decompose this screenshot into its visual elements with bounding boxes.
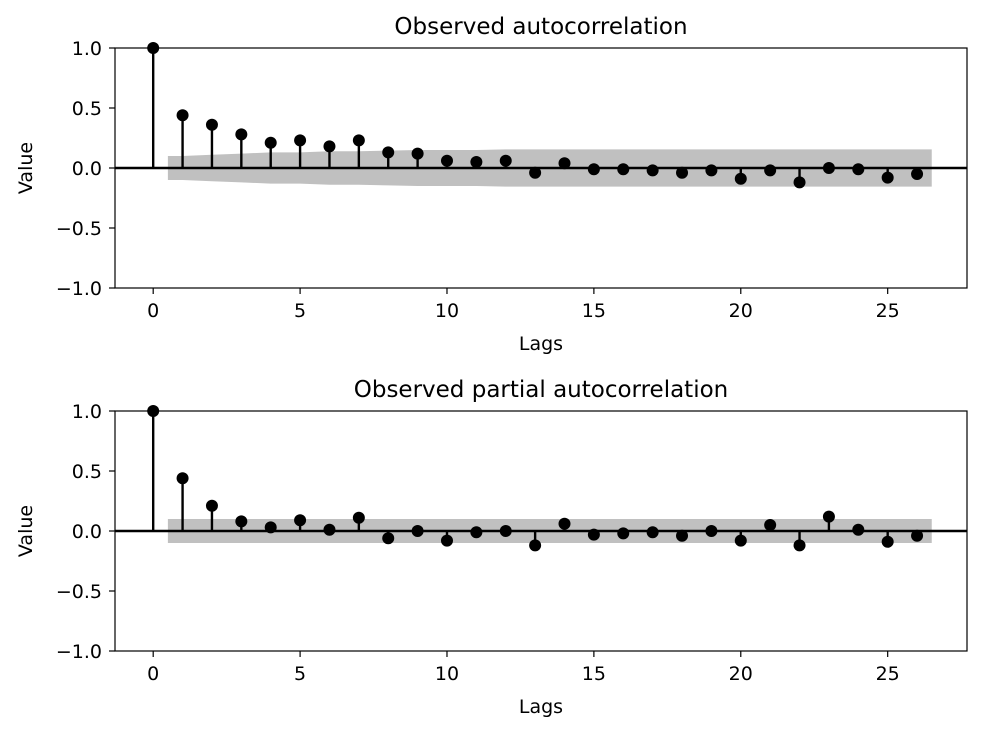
pacf-chart-title: Observed partial autocorrelation bbox=[354, 377, 729, 403]
pacf-tick-layer: 0 5 10 15 20 25 −1.0 −0.5 0.0 0.5 1.0 bbox=[56, 401, 900, 685]
acf-y-tick-label: −0.5 bbox=[56, 218, 102, 240]
acf-point-lag-17 bbox=[646, 164, 659, 177]
pacf-point-lag-12 bbox=[499, 525, 512, 537]
acf-x-tick-label: 25 bbox=[876, 300, 900, 322]
acf-point-lag-2 bbox=[205, 118, 218, 131]
pacf-x-tick-label: 0 bbox=[147, 663, 159, 685]
pacf-point-lag-8 bbox=[382, 532, 395, 545]
acf-point-lag-24 bbox=[852, 163, 865, 176]
pacf-point-lag-22 bbox=[793, 539, 806, 552]
acf-point-lag-6 bbox=[323, 140, 336, 153]
pacf-point-lag-4 bbox=[264, 521, 277, 534]
acf-point-lag-11 bbox=[470, 156, 483, 168]
pacf-x-tick-label: 25 bbox=[876, 663, 900, 685]
acf-point-lag-26 bbox=[911, 168, 924, 180]
acf-point-lag-10 bbox=[440, 154, 453, 167]
pacf-point-lag-5 bbox=[294, 514, 307, 527]
acf-point-lag-13 bbox=[529, 166, 542, 179]
acf-y-tick-label: 0.5 bbox=[72, 98, 102, 120]
acf-chart-title: Observed autocorrelation bbox=[394, 14, 687, 40]
pacf-point-lag-11 bbox=[470, 526, 483, 539]
pacf-point-lag-25 bbox=[881, 535, 894, 548]
acf-tick-layer: 0 5 10 15 20 25 −1.0 −0.5 0.0 0.5 1.0 bbox=[56, 38, 900, 322]
pacf-x-tick-label: 5 bbox=[294, 663, 306, 685]
pacf-y-tick-label: −0.5 bbox=[56, 581, 102, 603]
acf-y-tick-label: −1.0 bbox=[56, 278, 102, 300]
acf-y-tick-label: 0.0 bbox=[72, 158, 102, 180]
pacf-point-lag-9 bbox=[411, 525, 424, 537]
acf-point-lag-15 bbox=[587, 163, 600, 176]
pacf-point-lag-16 bbox=[617, 527, 630, 540]
acf-point-lag-25 bbox=[881, 171, 894, 184]
pacf-point-lag-15 bbox=[587, 528, 600, 541]
pacf-point-lag-7 bbox=[352, 511, 365, 524]
pacf-plot-area bbox=[114, 405, 968, 652]
acf-point-lag-21 bbox=[764, 164, 777, 177]
acf-point-lag-16 bbox=[617, 163, 630, 176]
pacf-y-axis-label: Value bbox=[15, 505, 37, 557]
pacf-panel: Observed partial autocorrelation 0 5 10 15 2… bbox=[15, 377, 968, 718]
acf-point-lag-4 bbox=[264, 136, 277, 149]
pacf-x-axis-label: Lags bbox=[519, 696, 563, 718]
pacf-point-lag-3 bbox=[235, 515, 248, 528]
acf-point-lag-5 bbox=[294, 134, 307, 147]
pacf-x-tick-label: 10 bbox=[435, 663, 459, 685]
pacf-point-lag-18 bbox=[676, 529, 689, 542]
acf-point-lag-20 bbox=[734, 172, 747, 185]
acf-x-tick-label: 5 bbox=[294, 300, 306, 322]
pacf-point-lag-24 bbox=[852, 523, 865, 536]
pacf-point-lag-1 bbox=[176, 472, 189, 485]
acf-point-lag-23 bbox=[822, 162, 835, 174]
pacf-point-lag-14 bbox=[558, 517, 571, 530]
pacf-point-lag-21 bbox=[764, 519, 777, 531]
acf-point-lag-9 bbox=[411, 147, 424, 160]
acf-point-lag-22 bbox=[793, 176, 806, 189]
pacf-point-lag-26 bbox=[911, 529, 924, 542]
acf-y-tick-label: 1.0 bbox=[72, 38, 102, 60]
acf-point-lag-14 bbox=[558, 157, 571, 170]
acf-point-lag-7 bbox=[352, 134, 365, 147]
acf-point-lag-12 bbox=[499, 154, 512, 167]
acf-x-tick-label: 15 bbox=[582, 300, 606, 322]
acf-x-tick-label: 0 bbox=[147, 300, 159, 322]
acf-point-lag-19 bbox=[705, 164, 718, 177]
acf-point-lag-3 bbox=[235, 128, 248, 141]
pacf-x-tick-label: 20 bbox=[729, 663, 753, 685]
pacf-point-lag-6 bbox=[323, 523, 336, 536]
acf-panel: Observed autocorrelation 0 5 10 15 20 25 −1.0 −… bbox=[15, 14, 968, 355]
pacf-x-tick-label: 15 bbox=[582, 663, 606, 685]
pacf-point-lag-23 bbox=[822, 510, 835, 523]
acf-point-lag-18 bbox=[676, 166, 689, 179]
acf-point-lag-1 bbox=[176, 109, 189, 122]
pacf-point-lag-13 bbox=[529, 539, 542, 552]
pacf-point-lag-2 bbox=[205, 499, 218, 512]
pacf-point-lag-17 bbox=[646, 526, 659, 539]
acf-x-tick-label: 10 bbox=[435, 300, 459, 322]
pacf-point-lag-10 bbox=[440, 534, 453, 547]
pacf-y-tick-label: 1.0 bbox=[72, 401, 102, 423]
acf-x-tick-label: 20 bbox=[729, 300, 753, 322]
pacf-point-lag-20 bbox=[734, 534, 747, 547]
pacf-y-tick-label: −1.0 bbox=[56, 641, 102, 663]
acf-y-axis-label: Value bbox=[15, 142, 37, 194]
acf-x-axis-label: Lags bbox=[519, 333, 563, 355]
pacf-point-lag-19 bbox=[705, 525, 718, 537]
pacf-y-tick-label: 0.5 bbox=[72, 461, 102, 483]
acf-point-lag-8 bbox=[382, 146, 395, 159]
pacf-y-tick-label: 0.0 bbox=[72, 521, 102, 543]
